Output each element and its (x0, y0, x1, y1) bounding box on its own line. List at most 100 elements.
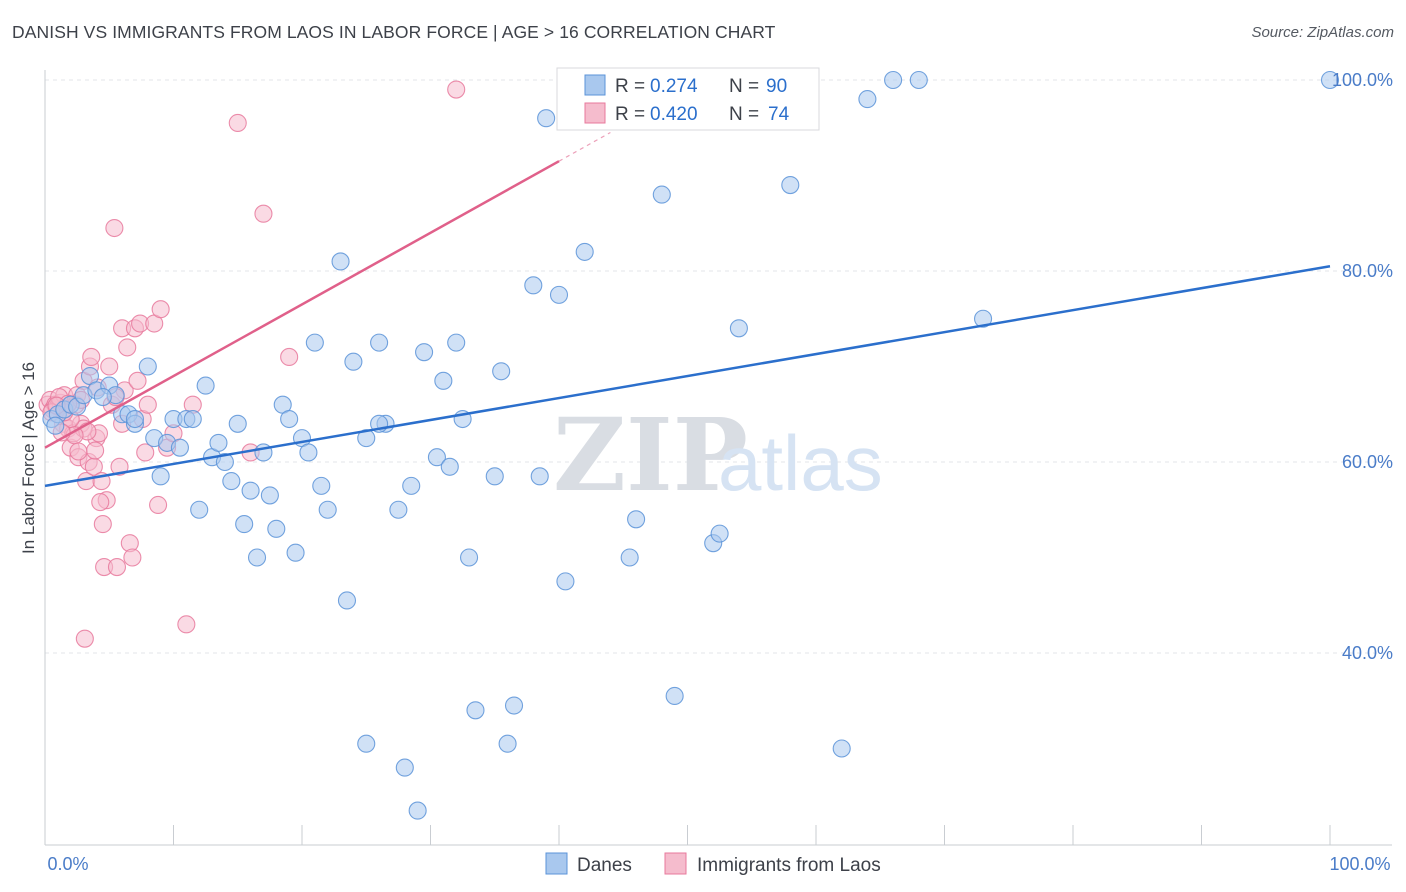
axes (44, 70, 1392, 846)
legend-n-value-laos: 74 (768, 104, 790, 125)
danes-point (652, 185, 671, 204)
danes-point (729, 319, 748, 338)
laos-point (107, 557, 127, 577)
danes-point (627, 510, 646, 529)
danes-point (434, 371, 453, 390)
danes-point (485, 467, 504, 486)
danes-point (1320, 70, 1340, 90)
legend-r-label-laos: R = (615, 104, 645, 125)
danes-point (286, 543, 305, 562)
legend-n-label-laos: N = (729, 104, 759, 125)
danes-point (196, 376, 215, 395)
laos-point (149, 495, 168, 515)
danes-point (151, 467, 170, 486)
danes-point (312, 476, 331, 495)
danes-point (537, 109, 556, 128)
y-tick-label: 100.0% (1332, 70, 1393, 90)
danes-point (344, 352, 363, 371)
laos-point (100, 357, 119, 376)
danes-point (402, 476, 421, 495)
bottom-legend-label-danes: Danes (577, 855, 632, 876)
y-tick-label: 80.0% (1342, 261, 1393, 281)
legend-r-value-laos: 0.420 (650, 104, 698, 125)
danes-point (530, 467, 549, 486)
bottom-legend-label-laos: Immigrants from Laos (697, 855, 881, 876)
laos-point (123, 548, 142, 567)
danes-point (305, 333, 324, 352)
legend-r-label-danes: R = (615, 76, 645, 97)
laos-point (280, 347, 299, 367)
danes-point (575, 242, 594, 261)
legend-r-value-danes: 0.274 (650, 76, 698, 97)
danes-point (357, 734, 376, 753)
trend-line-danes (44, 264, 1331, 488)
legend-swatch-laos (584, 102, 606, 124)
x-tick-label: 0.0% (47, 854, 88, 874)
danes-point (138, 357, 157, 376)
danes-point (125, 409, 144, 429)
danes-point (492, 362, 511, 381)
danes-point (235, 515, 254, 534)
danes-point (504, 696, 524, 715)
danes-point (620, 548, 639, 567)
danes-point (215, 452, 234, 472)
laos-point (447, 80, 466, 99)
y-axis-label: In Labor Force | Age > 16 (19, 362, 38, 554)
danes-point (241, 481, 260, 500)
danes-point (858, 90, 877, 109)
danes-point (337, 591, 357, 610)
danes-point (228, 414, 247, 433)
laos-point (151, 300, 170, 319)
legend-swatch-danes (584, 74, 606, 96)
laos-point (110, 457, 129, 476)
danes-point (183, 409, 202, 429)
laos-point (105, 218, 124, 238)
danes-point (222, 472, 241, 491)
y-tick-label: 40.0% (1342, 643, 1393, 663)
gridlines (45, 79, 1392, 654)
legend-n-label-danes: N = (729, 76, 759, 97)
danes-point (665, 686, 684, 706)
danes-point (556, 572, 575, 591)
danes-point (318, 500, 337, 519)
danes-point (389, 500, 408, 519)
danes-point (973, 309, 993, 328)
danes-point (370, 333, 389, 352)
laos-point (138, 395, 157, 414)
legend-n-value-danes: 90 (766, 76, 787, 97)
danes-point (267, 519, 286, 538)
legend: R = 0.274 N = 90 R = 0.420 N = 74 (556, 67, 820, 131)
laos-point (69, 442, 88, 461)
danes-point (459, 548, 479, 567)
watermark: ZIP atlas (553, 396, 883, 514)
laos-point (91, 493, 110, 512)
trend-line-laos-extension (558, 132, 611, 162)
danes-point (909, 70, 928, 90)
bottom-legend-swatch-danes (545, 852, 568, 875)
y-tick-label: 60.0% (1342, 452, 1393, 472)
danes-point (466, 701, 485, 720)
danes-point (46, 416, 65, 435)
watermark-zip: ZIP (553, 396, 748, 514)
danes-point (415, 343, 434, 362)
danes-point (280, 409, 299, 429)
laos-point (93, 515, 112, 534)
laos-point (177, 615, 196, 634)
danes-point (498, 734, 517, 753)
laos-point (136, 443, 155, 462)
laos-point (118, 338, 137, 357)
danes-point (427, 448, 446, 467)
danes-point (884, 70, 903, 90)
danes-point (832, 739, 851, 758)
danes-point (331, 252, 350, 271)
danes-point (209, 433, 228, 452)
trend-lines (44, 132, 1331, 488)
danes-point (357, 429, 376, 448)
danes-point (447, 333, 466, 352)
danes-point (93, 388, 112, 407)
y-tick-labels: 40.0% 60.0% 80.0% 100.0% (1332, 70, 1393, 663)
laos-point (75, 629, 94, 648)
danes-point (710, 524, 729, 543)
x-tick-labels: 0.0% 100.0% (47, 854, 1390, 874)
